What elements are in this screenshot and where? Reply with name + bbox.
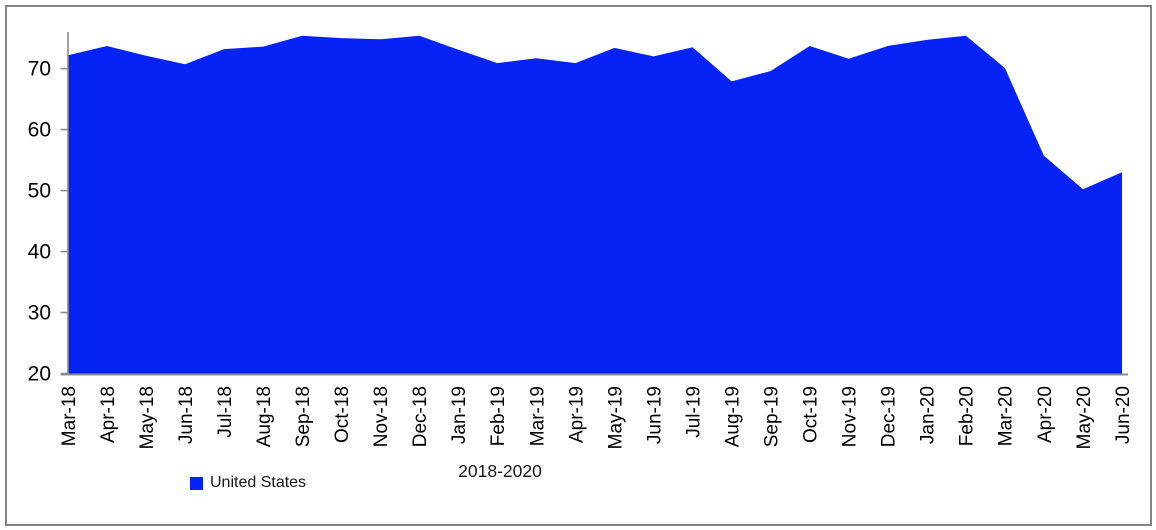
x-axis-tick-label: Feb-19 xyxy=(488,386,509,446)
x-axis-tick-label: Aug-18 xyxy=(254,386,275,447)
x-axis-tick-label: Jan-20 xyxy=(918,386,939,444)
x-axis-tick-label: Oct-19 xyxy=(801,386,822,443)
y-axis-tick-label: 40 xyxy=(28,241,51,264)
x-axis-tick-label: Oct-18 xyxy=(332,386,353,443)
y-axis-tick-label: 70 xyxy=(28,58,51,81)
x-axis-tick-label: Apr-20 xyxy=(1035,386,1056,443)
x-axis-tick-label: Jun-19 xyxy=(644,386,665,444)
x-axis-tick-label: Feb-20 xyxy=(957,386,978,446)
x-axis-tick-label: Apr-19 xyxy=(566,386,587,443)
legend-label-united-states: United States xyxy=(210,474,307,491)
legend-swatch-united-states xyxy=(190,476,203,490)
x-axis-tick-label: Mar-19 xyxy=(527,386,548,446)
x-axis-tick-label: Jul-18 xyxy=(215,386,236,438)
y-axis-tick-label: 30 xyxy=(28,302,51,325)
x-axis-tick-label: Dec-19 xyxy=(879,386,900,447)
y-axis-tick-label: 50 xyxy=(28,180,51,203)
x-axis-tick-label: Nov-18 xyxy=(371,386,392,447)
x-axis-tick-label: Apr-18 xyxy=(98,386,119,443)
x-axis-tick-label: Sep-19 xyxy=(762,386,783,447)
x-axis-tick-label: Jun-18 xyxy=(176,386,197,444)
y-axis-tick-label: 60 xyxy=(28,119,51,142)
x-axis-tick-label: May-20 xyxy=(1074,386,1095,449)
x-axis-tick-label: May-19 xyxy=(605,386,626,449)
x-axis-tick-label: Jul-19 xyxy=(683,386,704,438)
x-axis-tick-label: Jan-19 xyxy=(449,386,470,444)
x-axis-tick-label: Aug-19 xyxy=(722,386,743,447)
x-axis-tick-label: May-18 xyxy=(137,386,158,449)
x-axis-title: 2018-2020 xyxy=(458,461,542,481)
x-axis-tick-label: Jun-20 xyxy=(1113,386,1134,444)
x-axis-tick-label: Nov-19 xyxy=(840,386,861,447)
plot-area: 20 30 40 50 60 70 Mar-18 Apr-18 May-18 Jun-18 Jul-… xyxy=(28,32,1134,449)
x-axis-tick-label: Dec-18 xyxy=(410,386,431,447)
series-area-united-states xyxy=(68,35,1122,374)
y-axis-tick-label: 20 xyxy=(28,363,51,386)
x-axis-tick-label: Sep-18 xyxy=(293,386,314,447)
legend: United States xyxy=(190,474,306,492)
x-axis-tick-label: Mar-18 xyxy=(59,386,80,446)
x-axis-tick-label: Mar-20 xyxy=(996,386,1017,446)
